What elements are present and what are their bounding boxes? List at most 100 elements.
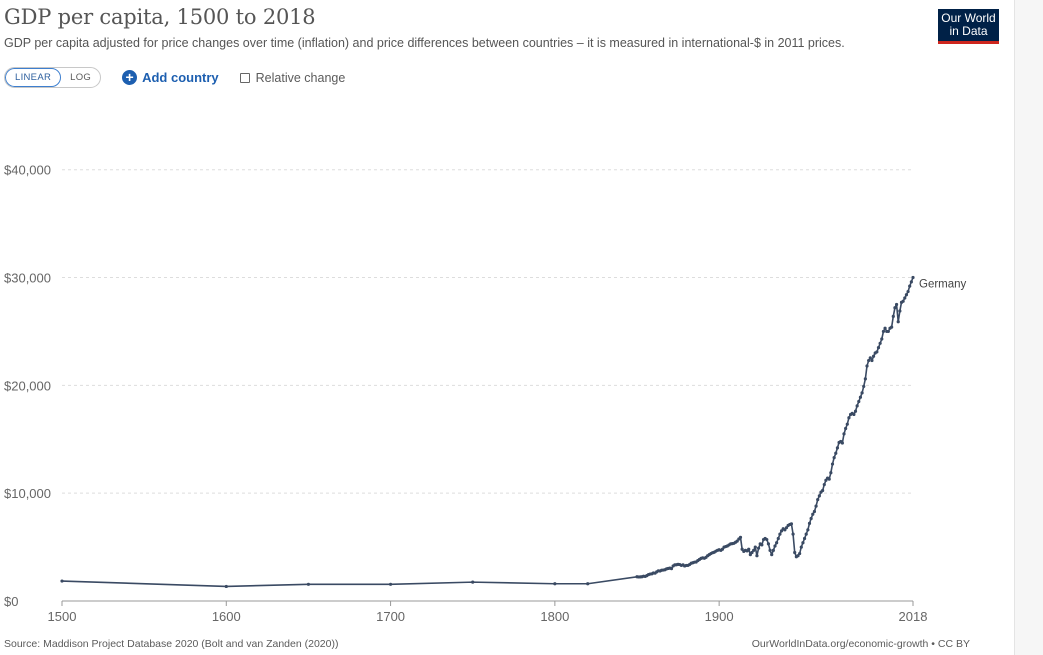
data-point	[875, 350, 879, 354]
data-point	[903, 296, 907, 300]
x-tick-label: 2018	[899, 609, 928, 624]
data-point	[867, 358, 871, 363]
relative-change-checkbox[interactable]	[239, 72, 250, 83]
data-point	[857, 399, 861, 404]
data-point	[876, 346, 881, 350]
data-point	[740, 547, 744, 551]
data-point	[847, 416, 851, 420]
linear-scale-button[interactable]: LINEAR	[5, 68, 62, 87]
page-scrollbar[interactable]	[1014, 0, 1043, 655]
data-point	[870, 358, 874, 363]
data-point	[553, 582, 557, 586]
data-point	[878, 341, 882, 345]
data-point	[814, 504, 818, 508]
data-point	[845, 422, 849, 426]
data-point	[586, 582, 590, 586]
log-scale-button[interactable]: LOG	[70, 72, 92, 83]
data-point	[768, 548, 772, 552]
data-point	[822, 482, 826, 487]
data-point	[883, 326, 887, 330]
data-point	[862, 384, 866, 389]
data-point	[829, 471, 833, 475]
y-tick-label: $20,000	[4, 378, 51, 393]
data-point	[801, 541, 805, 545]
data-point	[904, 293, 909, 297]
data-point	[906, 289, 910, 294]
chart-controls: LINEAR LOG + Add country Relative change	[4, 67, 345, 88]
data-point	[868, 356, 872, 360]
data-point	[812, 509, 817, 514]
data-point	[908, 284, 912, 288]
data-point	[793, 550, 797, 555]
data-point	[832, 455, 836, 460]
data-point	[669, 567, 674, 571]
data-point	[776, 536, 780, 541]
data-point	[835, 446, 840, 450]
relative-change-toggle[interactable]: Relative change	[239, 70, 346, 85]
chart-subtitle: GDP per capita adjusted for price change…	[4, 36, 845, 50]
data-point	[765, 537, 769, 542]
data-point	[224, 584, 228, 589]
data-point	[755, 554, 759, 558]
data-point	[802, 536, 807, 541]
data-point	[890, 325, 894, 329]
data-point	[760, 543, 764, 547]
data-point	[306, 582, 311, 586]
data-point	[880, 337, 884, 341]
line-chart: $0 $10,000 $20,000 $30,000 $40,000 1500 1600 17…	[4, 163, 967, 624]
data-point	[871, 354, 876, 358]
data-point	[789, 522, 794, 526]
x-tick-label: 1900	[705, 609, 734, 624]
data-point	[791, 532, 795, 536]
y-tick-label: $30,000	[4, 271, 51, 286]
add-country-button[interactable]: + Add country	[122, 70, 219, 85]
data-point	[816, 498, 820, 502]
data-point	[834, 451, 838, 455]
owid-logo[interactable]: Our World in Data	[938, 9, 999, 44]
data-point	[901, 299, 905, 303]
source-note[interactable]: Source: Maddison Project Database 2020 (…	[4, 638, 339, 650]
series-label: Germany	[919, 279, 967, 291]
data-point	[388, 582, 393, 586]
data-point	[806, 528, 810, 532]
y-tick-label: $10,000	[4, 486, 51, 501]
data-point	[881, 329, 886, 334]
x-tick-label: 1500	[48, 609, 77, 624]
data-point	[894, 302, 899, 307]
data-point	[804, 532, 808, 536]
series-line	[61, 277, 914, 588]
data-point	[471, 580, 475, 584]
data-point	[798, 551, 802, 556]
data-point	[853, 409, 858, 413]
x-tick-label: 1700	[376, 609, 405, 624]
x-tick-label: 1800	[540, 609, 569, 624]
data-point	[60, 579, 64, 583]
data-point	[756, 546, 761, 550]
data-point	[809, 516, 813, 521]
data-point	[842, 432, 846, 436]
data-point	[827, 477, 831, 481]
data-point	[735, 539, 739, 543]
data-point	[830, 462, 835, 466]
footer-link[interactable]: OurWorldInData.org/economic-growth • CC …	[751, 638, 970, 650]
x-tick-label: 1600	[212, 609, 241, 624]
chart-frame: GDP per capita, 1500 to 2018 GDP per cap…	[4, 5, 999, 650]
data-point	[807, 521, 812, 525]
data-point	[747, 547, 751, 551]
data-point	[852, 412, 856, 417]
data-point	[860, 391, 864, 395]
data-point	[766, 542, 771, 546]
data-point	[911, 275, 915, 280]
data-point	[893, 306, 897, 310]
data-point	[863, 377, 867, 381]
data-point	[865, 364, 869, 368]
add-country-label: Add country	[142, 70, 219, 85]
data-point	[775, 541, 779, 545]
data-point	[738, 535, 743, 539]
data-point	[753, 545, 757, 549]
relative-change-label: Relative change	[255, 70, 346, 85]
data-point	[896, 320, 900, 324]
data-point	[771, 548, 775, 552]
data-point	[840, 441, 844, 445]
y-tick-label: $0	[4, 594, 18, 609]
